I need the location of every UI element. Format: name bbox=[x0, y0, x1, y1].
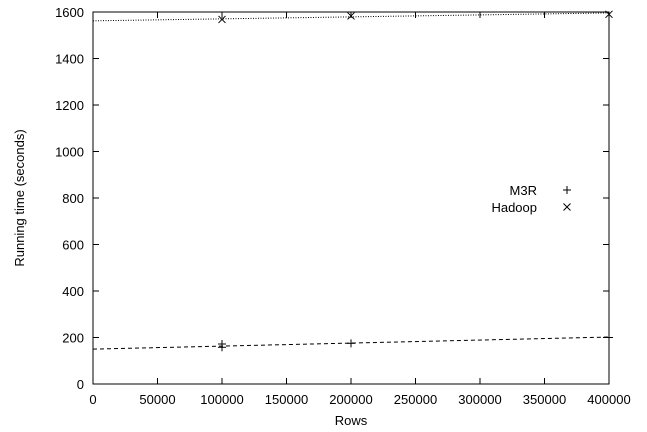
hadoop-fit-line bbox=[92, 12, 610, 22]
hadoop-point bbox=[605, 10, 613, 19]
y-axis: 0 200 400 600 800 1000 1200 1400 1600 bbox=[55, 5, 609, 392]
y-tick-label: 0 bbox=[77, 377, 84, 392]
fit-lines bbox=[92, 12, 610, 350]
y-tick-label: 1000 bbox=[55, 145, 84, 160]
x-tick-label: 100000 bbox=[200, 392, 243, 407]
legend-label-hadoop: Hadoop bbox=[491, 200, 537, 215]
legend-marker-hadoop bbox=[563, 203, 571, 211]
x-tick-label: 200000 bbox=[329, 392, 372, 407]
y-tick-label: 1400 bbox=[55, 52, 84, 67]
y-tick-label: 800 bbox=[62, 191, 84, 206]
y-tick-label: 1200 bbox=[55, 98, 84, 113]
x-tick-label: 350000 bbox=[523, 392, 566, 407]
m3r-point bbox=[605, 333, 613, 342]
x-axis-label: Rows bbox=[335, 413, 368, 428]
hadoop-point bbox=[347, 12, 355, 20]
m3r-point bbox=[347, 339, 355, 348]
x-axis: 0 50000 100000 150000 200000 250000 300000 3500… bbox=[89, 12, 631, 407]
plot-frame bbox=[92, 11, 610, 385]
legend: M3R Hadoop bbox=[491, 183, 571, 215]
legend-marker-m3r bbox=[563, 186, 571, 194]
legend-label-m3r: M3R bbox=[510, 183, 537, 198]
m3r-point bbox=[218, 340, 226, 349]
x-tick-label: 150000 bbox=[265, 392, 308, 407]
y-axis-label: Running time (seconds) bbox=[12, 129, 27, 266]
x-tick-label: 250000 bbox=[394, 392, 437, 407]
x-tick-label: 300000 bbox=[458, 392, 501, 407]
y-tick-label: 400 bbox=[62, 284, 84, 299]
y-tick-label: 600 bbox=[62, 238, 84, 253]
m3r-fit-line bbox=[92, 336, 610, 350]
data-points bbox=[218, 10, 613, 352]
y-tick-label: 200 bbox=[62, 331, 84, 346]
x-tick-label: 0 bbox=[89, 392, 96, 407]
y-tick-label: 1600 bbox=[55, 5, 84, 20]
x-tick-label: 400000 bbox=[587, 392, 630, 407]
hadoop-point bbox=[218, 15, 226, 24]
x-tick-label: 50000 bbox=[139, 392, 175, 407]
